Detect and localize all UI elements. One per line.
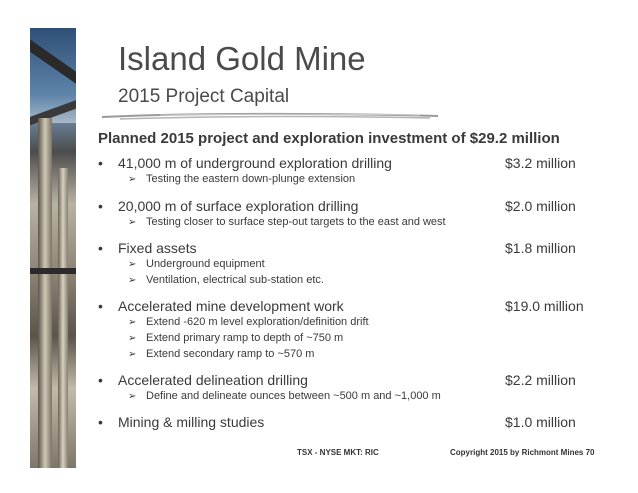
arrow-bullet-icon: ➢ bbox=[128, 333, 137, 344]
capital-item: • 20,000 m of surface exploration drillin… bbox=[98, 198, 358, 214]
capital-item: • Mining & milling studies bbox=[98, 414, 264, 430]
capital-item-label: Accelerated mine development work bbox=[118, 298, 344, 314]
sub-item: ➢ Define and delineate ounces between ~50… bbox=[128, 390, 441, 402]
capital-item-label: Fixed assets bbox=[118, 240, 197, 256]
capital-item-label: Accelerated delineation drilling bbox=[118, 372, 308, 388]
arrow-bullet-icon: ➢ bbox=[128, 391, 137, 402]
bullet-dot: • bbox=[98, 372, 103, 388]
mine-headframe-photo bbox=[30, 28, 76, 468]
capital-item-label: 20,000 m of surface exploration drilling bbox=[118, 198, 359, 214]
sub-item: ➢ Extend secondary ramp to ~570 m bbox=[128, 348, 315, 360]
sub-item: ➢ Underground equipment bbox=[128, 258, 265, 270]
arrow-bullet-icon: ➢ bbox=[128, 259, 137, 270]
capital-item-label: 41,000 m of underground exploration dril… bbox=[118, 155, 392, 171]
investment-headline: Planned 2015 project and exploration inv… bbox=[98, 130, 560, 147]
capital-item: • Fixed assets bbox=[98, 240, 197, 256]
capital-item: • 41,000 m of underground exploration dri… bbox=[98, 155, 392, 171]
bullet-dot: • bbox=[98, 414, 103, 430]
bullet-dot: • bbox=[98, 240, 103, 256]
sub-item: ➢ Extend -620 m level exploration/definit… bbox=[128, 316, 369, 328]
slide-title: Island Gold Mine bbox=[118, 40, 366, 77]
sub-item: ➢ Ventilation, electrical sub-station etc… bbox=[128, 274, 324, 286]
arrow-bullet-icon: ➢ bbox=[128, 349, 137, 360]
bullet-dot: • bbox=[98, 155, 103, 171]
footer-ticker: TSX - NYSE MKT: RIC bbox=[297, 448, 379, 457]
capital-item-amount: $2.2 million bbox=[505, 372, 576, 388]
capital-item-amount: $2.0 million bbox=[505, 198, 576, 214]
capital-item-amount: $1.0 million bbox=[505, 414, 576, 430]
capital-item: • Accelerated delineation drilling bbox=[98, 372, 308, 388]
bullet-dot: • bbox=[98, 198, 103, 214]
bullet-dot: • bbox=[98, 298, 103, 314]
arrow-bullet-icon: ➢ bbox=[128, 217, 137, 228]
arrow-bullet-icon: ➢ bbox=[128, 317, 137, 328]
footer-copyright: Copyright 2015 by Richmont Mines 70 bbox=[450, 448, 595, 457]
sub-item: ➢ Testing the eastern down-plunge extensi… bbox=[128, 173, 356, 185]
arrow-bullet-icon: ➢ bbox=[128, 174, 137, 185]
sub-item: ➢ Testing closer to surface step-out targ… bbox=[128, 216, 446, 228]
capital-item: • Accelerated mine development work bbox=[98, 298, 344, 314]
capital-item-amount: $1.8 million bbox=[505, 240, 576, 256]
capital-item-amount: $3.2 million bbox=[505, 155, 576, 171]
arrow-bullet-icon: ➢ bbox=[128, 275, 137, 286]
sub-item: ➢ Extend primary ramp to depth of ~750 m bbox=[128, 332, 344, 344]
capital-item-amount: $19.0 million bbox=[505, 298, 584, 314]
title-underline-swoosh bbox=[101, 112, 439, 120]
slide-subtitle: 2015 Project Capital bbox=[118, 86, 290, 107]
capital-item-label: Mining & milling studies bbox=[118, 414, 265, 430]
